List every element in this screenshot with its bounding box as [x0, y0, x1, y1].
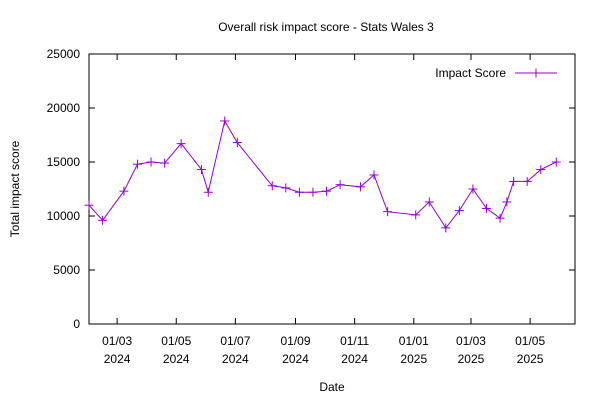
data-point-marker — [294, 187, 304, 197]
data-point-marker — [203, 187, 213, 197]
data-point-marker — [509, 176, 519, 186]
data-point-marker — [160, 158, 170, 168]
data-point-marker — [369, 170, 379, 180]
data-point-marker — [454, 206, 464, 216]
data-point-marker — [411, 210, 421, 220]
data-point-marker — [132, 159, 142, 169]
legend-label: Impact Score — [435, 66, 506, 80]
data-point-marker — [281, 183, 291, 193]
y-tick-label: 20000 — [47, 101, 81, 115]
y-tick-label: 5000 — [53, 263, 80, 277]
x-tick-label-year: 2025 — [400, 352, 427, 366]
data-point-marker — [267, 181, 277, 191]
x-tick-label-date: 01/03 — [102, 334, 132, 348]
series-layer — [84, 116, 561, 233]
data-point-marker — [232, 138, 242, 148]
x-axis-label: Date — [319, 380, 345, 394]
data-point-marker — [84, 200, 94, 210]
chart-title: Overall risk impact score - Stats Wales … — [218, 20, 434, 34]
data-point-marker — [322, 186, 332, 196]
y-axis-label: Total impact score — [8, 140, 22, 237]
data-point-marker — [98, 215, 108, 225]
data-point-marker — [196, 165, 206, 175]
x-tick-label-date: 01/05 — [515, 334, 545, 348]
data-point-marker — [424, 197, 434, 207]
x-tick-label-date: 01/03 — [456, 334, 486, 348]
y-tick-label: 0 — [73, 317, 80, 331]
legend: Impact Score — [435, 66, 557, 80]
y-tick-label: 15000 — [47, 155, 81, 169]
y-tick-label: 25000 — [47, 47, 81, 61]
data-point-marker — [355, 182, 365, 192]
data-point-marker — [146, 157, 156, 167]
x-tick-label-year: 2024 — [104, 352, 131, 366]
x-tick-label-year: 2024 — [163, 352, 190, 366]
x-tick-label-year: 2024 — [222, 352, 249, 366]
x-tick-label-year: 2024 — [341, 352, 368, 366]
data-point-marker — [335, 180, 345, 190]
y-tick-label: 10000 — [47, 209, 81, 223]
data-point-marker — [495, 213, 505, 223]
x-tick-label-date: 01/07 — [220, 334, 250, 348]
x-tick-label-year: 2025 — [517, 352, 544, 366]
x-tick-label-date: 01/05 — [161, 334, 191, 348]
x-tick-label-date: 01/01 — [399, 334, 429, 348]
x-tick-label-year: 2025 — [458, 352, 485, 366]
x-tick-label-year: 2024 — [282, 352, 309, 366]
data-point-marker — [441, 223, 451, 233]
plot-frame — [88, 53, 576, 325]
data-point-marker — [383, 207, 393, 217]
data-point-marker — [220, 116, 230, 126]
data-point-marker — [468, 184, 478, 194]
data-point-marker — [308, 187, 318, 197]
data-point-marker — [119, 186, 129, 196]
x-tick-label-date: 01/09 — [280, 334, 310, 348]
data-point-marker — [176, 139, 186, 149]
legend-marker-sample — [531, 68, 541, 78]
axis-ticks: 0 5000 10000 15000 20000 25000 01/03 2024 01/05 2… — [47, 47, 575, 366]
data-point-marker — [502, 197, 512, 207]
data-point-marker — [481, 203, 491, 213]
series-line — [88, 119, 557, 229]
data-point-marker — [522, 176, 532, 186]
data-point-marker — [536, 165, 546, 175]
data-point-marker — [551, 157, 561, 167]
x-tick-label-date: 01/11 — [340, 334, 369, 348]
